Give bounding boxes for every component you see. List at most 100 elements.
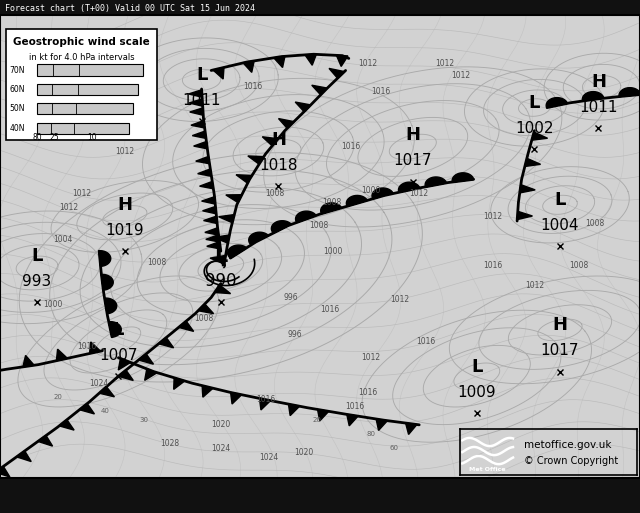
Text: 20: 20 [53,394,62,400]
Text: 1016: 1016 [371,87,390,96]
Text: L: L [471,358,483,376]
Text: Geostrophic wind scale: Geostrophic wind scale [13,37,150,47]
Polygon shape [173,378,185,389]
Text: 40N: 40N [10,124,25,133]
Text: 30: 30 [37,130,46,136]
Text: 1012: 1012 [451,71,470,80]
Text: 1012: 1012 [525,281,544,290]
Polygon shape [104,298,116,314]
Text: L: L [214,246,227,266]
Text: 1008: 1008 [147,258,166,267]
Polygon shape [243,61,254,72]
Text: 40: 40 [101,408,110,414]
Text: 20: 20 [44,97,52,104]
Bar [37,84,138,95]
Polygon shape [99,251,111,266]
Polygon shape [203,206,216,214]
Polygon shape [347,415,358,426]
Text: 990: 990 [205,272,237,290]
Text: 1016: 1016 [243,82,262,91]
Text: 1008: 1008 [322,198,341,207]
Polygon shape [202,196,215,204]
Bar [37,65,143,75]
Polygon shape [210,255,226,264]
FancyBboxPatch shape [6,29,157,140]
Text: 1016: 1016 [416,337,435,346]
Text: 1009: 1009 [458,385,496,400]
Text: 1011: 1011 [182,93,221,108]
Polygon shape [213,67,224,79]
Polygon shape [248,156,264,164]
Polygon shape [372,188,393,199]
Polygon shape [214,285,230,293]
Text: 1016: 1016 [341,143,360,151]
Polygon shape [179,321,194,331]
Polygon shape [202,386,213,397]
Text: 15: 15 [65,67,76,76]
Text: 1008: 1008 [266,189,285,198]
Polygon shape [207,242,221,249]
Text: 1011: 1011 [579,100,618,115]
Text: 70N: 70N [10,66,25,74]
Text: 1018: 1018 [259,158,298,173]
Text: 1020: 1020 [211,420,230,429]
Polygon shape [582,92,604,101]
Text: 1016: 1016 [256,395,275,404]
Text: 1000: 1000 [43,300,62,309]
Polygon shape [274,56,285,68]
Polygon shape [214,235,230,243]
Polygon shape [337,55,348,67]
Bar [37,103,133,114]
Text: 1002: 1002 [515,121,554,136]
Polygon shape [230,392,242,404]
Text: H: H [117,196,132,214]
Text: 80: 80 [32,132,42,142]
Text: 993: 993 [22,274,52,289]
Text: 1017: 1017 [394,153,432,168]
Polygon shape [101,274,113,290]
Polygon shape [295,102,311,112]
Text: 1016: 1016 [77,342,96,350]
Polygon shape [118,359,131,370]
Text: 1007: 1007 [99,348,138,363]
Bar [37,123,129,134]
Text: 1008: 1008 [586,219,605,228]
Polygon shape [305,54,316,65]
Polygon shape [99,387,115,397]
Text: 1012: 1012 [435,59,454,68]
Text: © Crown Copyright: © Crown Copyright [524,456,619,466]
Text: 1016: 1016 [483,261,502,269]
Text: metoffice.gov.uk: metoffice.gov.uk [524,440,612,450]
Polygon shape [619,88,640,96]
Text: H: H [591,73,606,91]
Text: 40: 40 [36,67,47,76]
Text: 50N: 50N [10,105,25,113]
Text: 1017: 1017 [541,343,579,358]
Polygon shape [406,423,417,435]
Text: 1012: 1012 [410,189,429,198]
Text: 1012: 1012 [72,189,92,198]
Text: 1012: 1012 [362,353,381,362]
Text: Met Office: Met Office [469,467,506,471]
Polygon shape [262,137,278,146]
Polygon shape [278,119,294,128]
Text: L: L [196,66,207,84]
Polygon shape [23,356,34,367]
Text: Forecast chart (T+00) Valid 00 UTC Sat 15 Jun 2024: Forecast chart (T+00) Valid 00 UTC Sat 1… [5,4,255,13]
Text: 1019: 1019 [106,223,144,238]
Polygon shape [204,216,217,224]
Polygon shape [346,195,367,206]
Text: 1028: 1028 [160,439,179,448]
Text: 1024: 1024 [90,379,109,388]
Text: 1004: 1004 [53,235,72,244]
Text: H: H [552,316,568,334]
Text: H: H [271,131,286,149]
Polygon shape [198,304,214,313]
Polygon shape [546,97,568,108]
Polygon shape [17,451,31,462]
Text: 40: 40 [85,70,94,76]
Polygon shape [226,195,242,203]
Polygon shape [259,399,271,410]
Polygon shape [517,211,532,220]
Polygon shape [189,108,204,115]
